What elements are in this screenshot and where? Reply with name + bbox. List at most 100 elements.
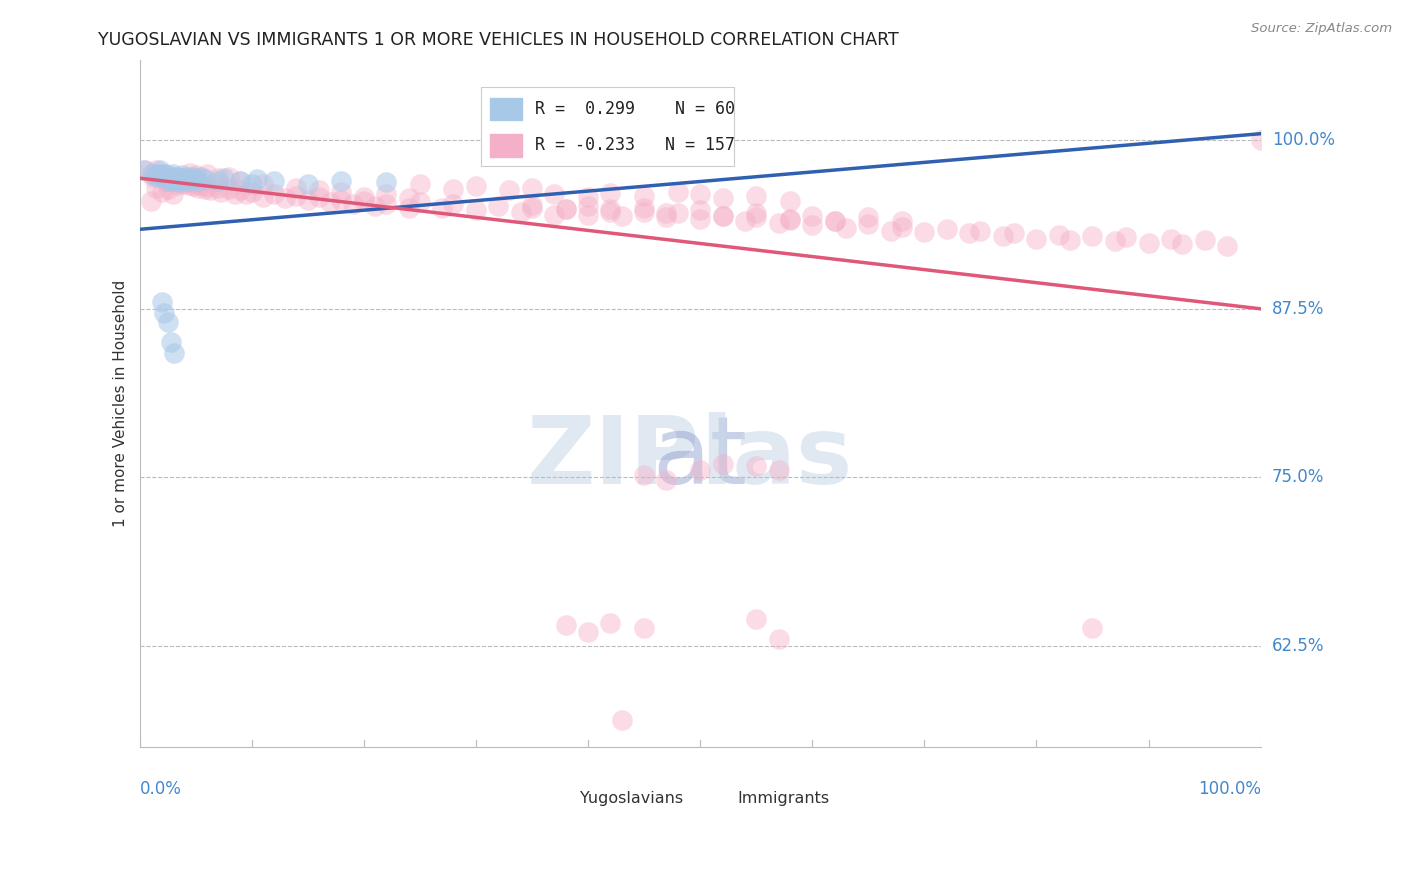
- Point: [342, 196, 364, 211]
- Point: [167, 172, 190, 186]
- Point: [520, 180, 543, 194]
- Point: [1002, 227, 1025, 241]
- Point: [464, 203, 486, 218]
- Point: [353, 190, 375, 204]
- Text: 100.0%: 100.0%: [1272, 131, 1334, 150]
- Point: [745, 206, 768, 220]
- Point: [655, 211, 678, 225]
- Point: [1104, 235, 1126, 249]
- Point: [330, 185, 353, 199]
- Point: [912, 225, 935, 239]
- Point: [263, 174, 285, 188]
- Text: YUGOSLAVIAN VS IMMIGRANTS 1 OR MORE VEHICLES IN HOUSEHOLD CORRELATION CHART: YUGOSLAVIAN VS IMMIGRANTS 1 OR MORE VEHI…: [98, 31, 900, 49]
- Point: [150, 295, 173, 310]
- Point: [779, 194, 801, 208]
- Point: [443, 196, 465, 211]
- Point: [1059, 233, 1081, 247]
- Point: [177, 172, 200, 186]
- Point: [745, 188, 768, 202]
- Text: 87.5%: 87.5%: [1272, 300, 1324, 318]
- Point: [666, 185, 689, 199]
- Point: [156, 182, 179, 196]
- Point: [498, 183, 520, 197]
- Point: [160, 335, 183, 350]
- Point: [711, 457, 734, 471]
- Point: [509, 204, 531, 219]
- Point: [156, 174, 179, 188]
- Point: [155, 174, 177, 188]
- Point: [308, 190, 330, 204]
- Point: [163, 169, 186, 184]
- Point: [1115, 230, 1137, 244]
- Point: [159, 172, 181, 186]
- Point: [173, 172, 195, 186]
- Text: 75.0%: 75.0%: [1272, 468, 1324, 486]
- Text: Source: ZipAtlas.com: Source: ZipAtlas.com: [1251, 22, 1392, 36]
- Point: [779, 213, 801, 227]
- Point: [179, 171, 201, 186]
- Point: [432, 201, 454, 215]
- Point: [207, 180, 229, 194]
- Text: Yugoslavians: Yugoslavians: [581, 790, 683, 805]
- Point: [375, 187, 398, 202]
- Point: [353, 194, 375, 208]
- FancyBboxPatch shape: [491, 97, 522, 120]
- Point: [193, 172, 215, 186]
- Point: [142, 167, 165, 181]
- Point: [991, 229, 1014, 244]
- Point: [274, 191, 297, 205]
- Point: [1081, 621, 1104, 635]
- Point: [824, 214, 846, 228]
- Point: [801, 209, 824, 223]
- Point: [285, 180, 308, 194]
- Point: [543, 207, 565, 221]
- Point: [180, 175, 202, 189]
- Point: [157, 169, 180, 184]
- Point: [554, 618, 576, 632]
- Point: [207, 171, 229, 186]
- Point: [229, 183, 252, 197]
- Point: [1216, 238, 1239, 252]
- Point: [169, 175, 191, 189]
- Point: [172, 177, 194, 191]
- Point: [145, 167, 167, 181]
- Point: [689, 187, 711, 202]
- Point: [599, 186, 621, 200]
- Point: [183, 179, 205, 194]
- Point: [297, 177, 319, 191]
- Point: [190, 178, 212, 192]
- FancyBboxPatch shape: [548, 788, 574, 807]
- Point: [166, 174, 188, 188]
- Point: [132, 163, 155, 178]
- Point: [184, 171, 207, 186]
- Point: [599, 202, 621, 216]
- Point: [464, 179, 486, 194]
- Point: [554, 202, 576, 216]
- Text: 0.0%: 0.0%: [139, 780, 181, 798]
- Point: [152, 169, 174, 184]
- Point: [156, 169, 179, 183]
- Point: [364, 199, 387, 213]
- Point: [711, 209, 734, 223]
- Point: [543, 187, 565, 202]
- FancyBboxPatch shape: [481, 87, 734, 166]
- Point: [689, 463, 711, 477]
- Point: [170, 174, 193, 188]
- Point: [224, 187, 246, 202]
- FancyBboxPatch shape: [491, 134, 522, 157]
- Point: [1137, 235, 1160, 250]
- Point: [149, 169, 172, 184]
- Point: [167, 171, 190, 186]
- Point: [689, 211, 711, 226]
- Point: [165, 171, 187, 186]
- Point: [172, 169, 194, 183]
- Point: [1025, 232, 1047, 246]
- Point: [633, 188, 655, 202]
- Point: [969, 224, 991, 238]
- Point: [858, 217, 880, 231]
- FancyBboxPatch shape: [706, 788, 730, 807]
- Point: [166, 169, 188, 184]
- Point: [187, 180, 209, 194]
- Point: [162, 169, 184, 184]
- Text: 100.0%: 100.0%: [1198, 780, 1261, 798]
